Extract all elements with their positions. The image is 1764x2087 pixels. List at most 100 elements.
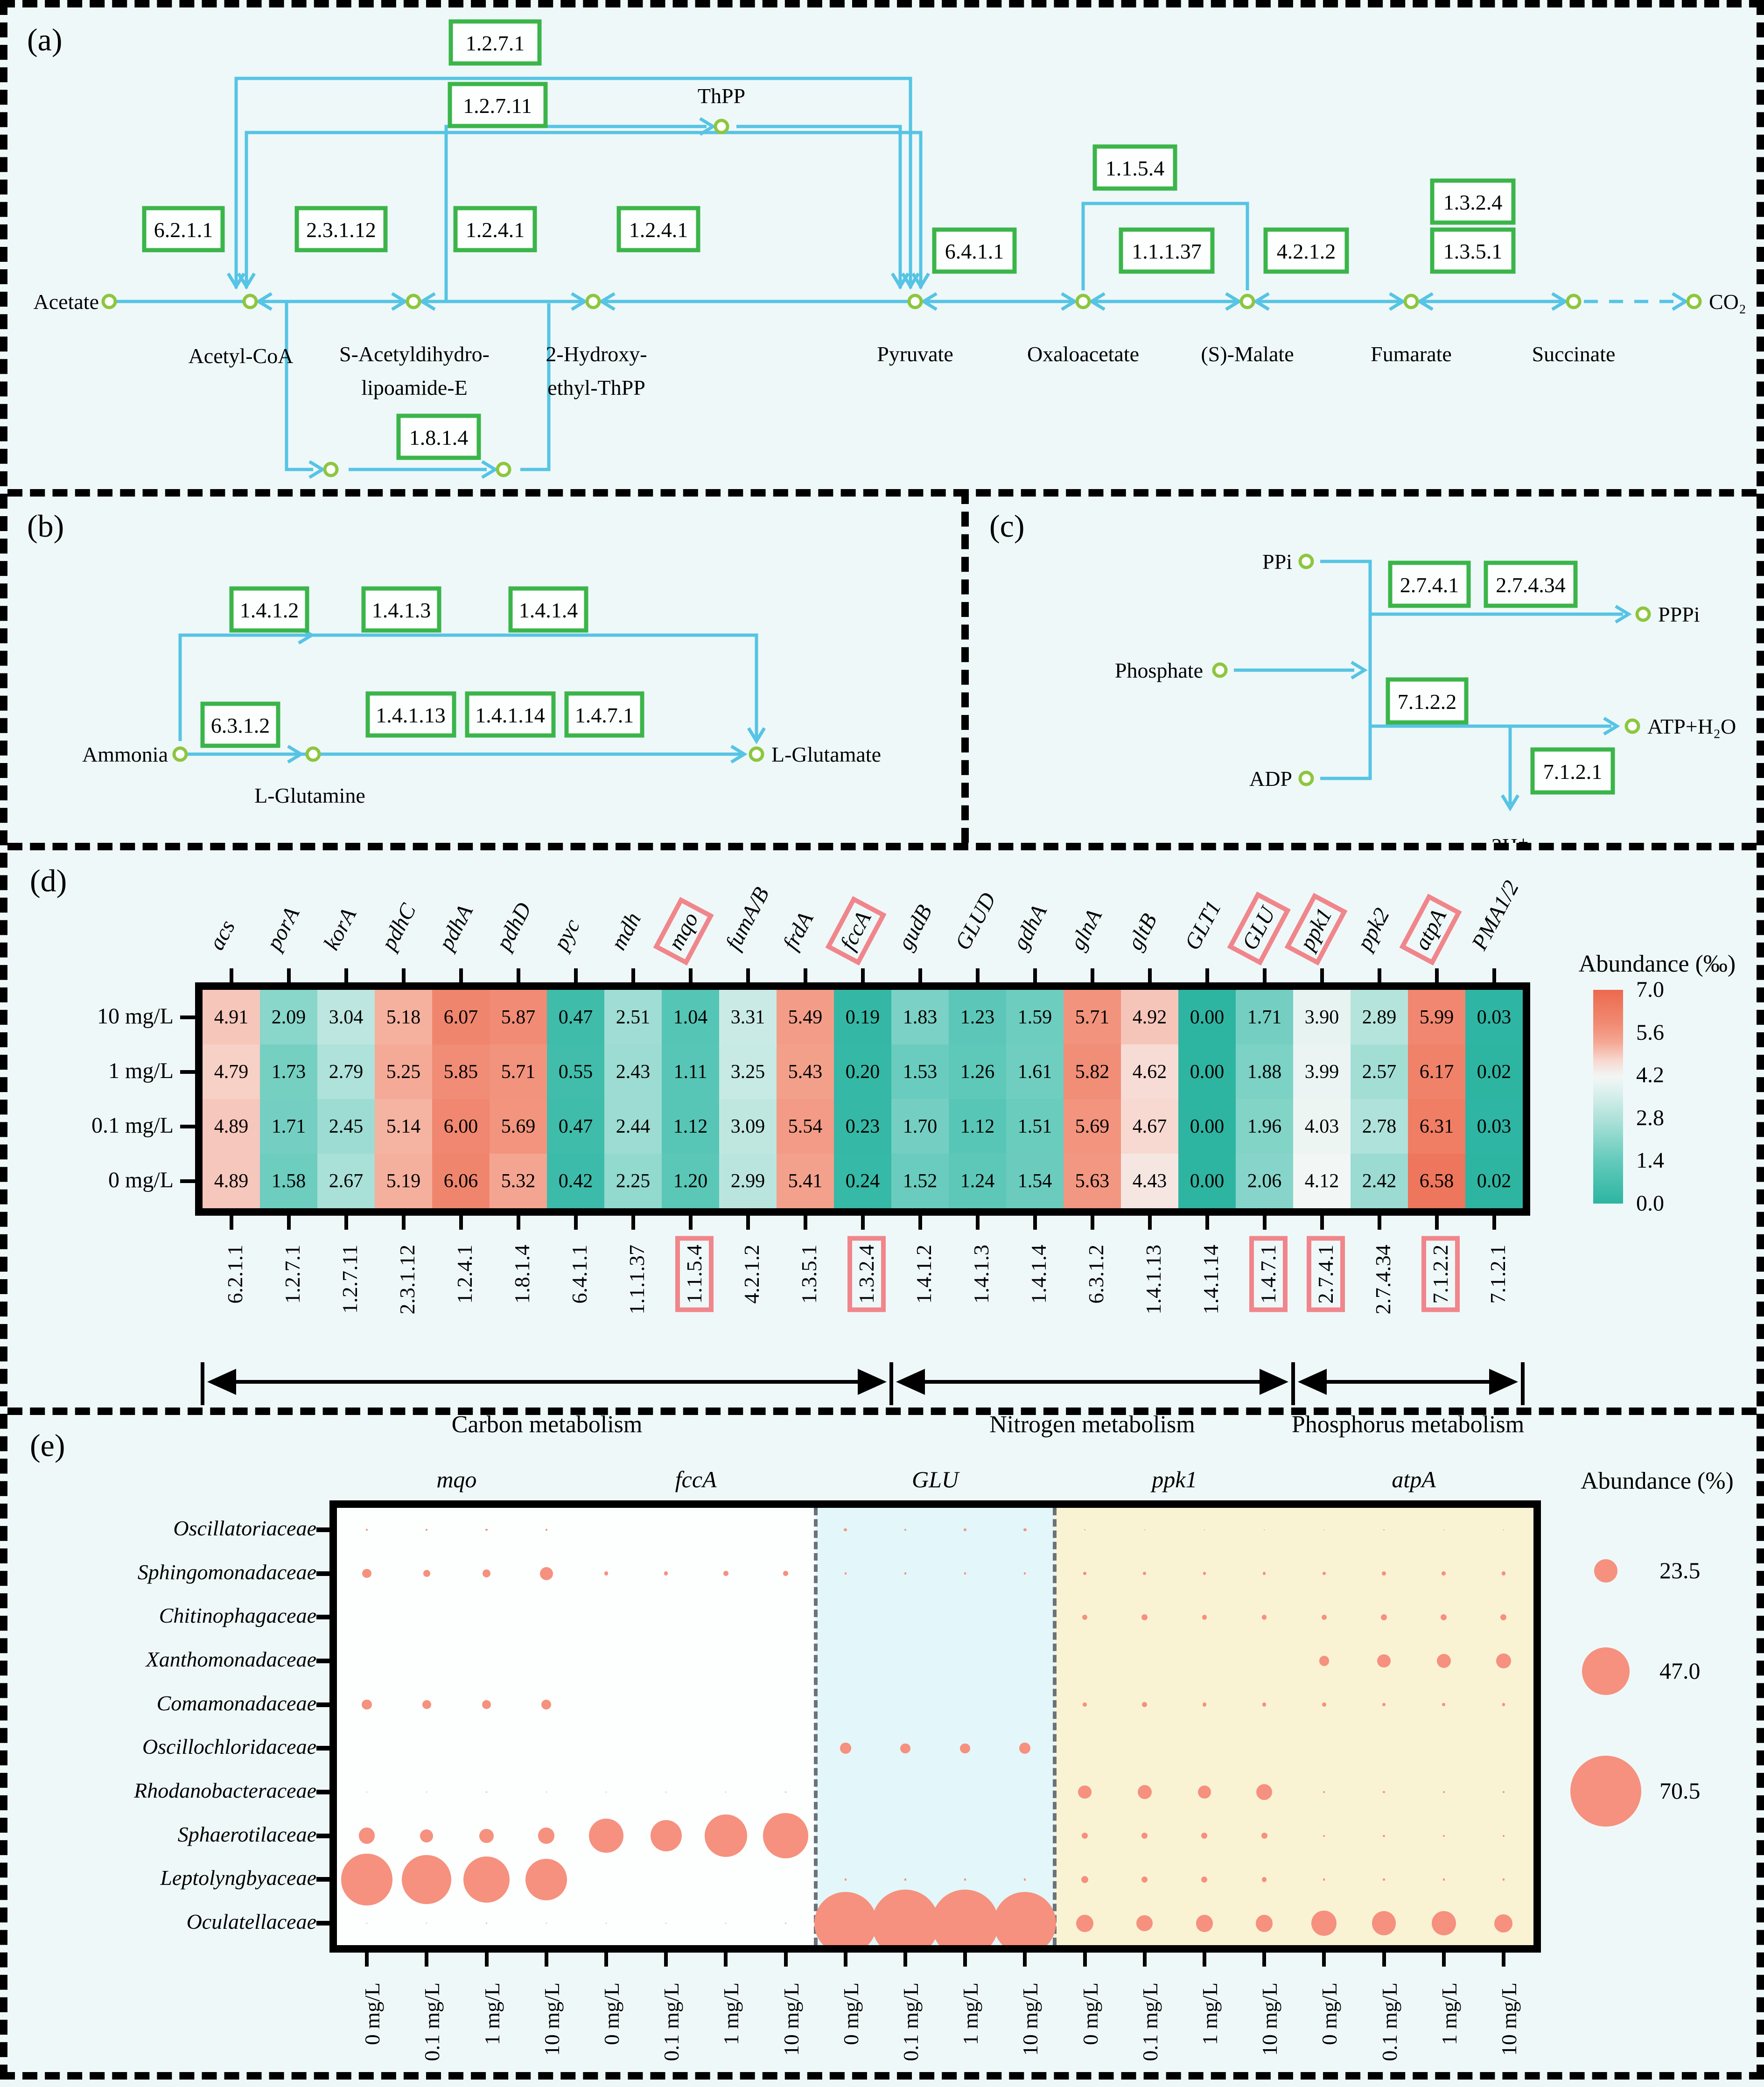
abundance-bubble (485, 1528, 488, 1531)
heatmap-row-label: 1 mg/L (108, 1058, 174, 1083)
heatmap-cell: 6.17 (1408, 1044, 1465, 1099)
family-label: Rhodanobacteraceae (134, 1779, 316, 1803)
xaxis-label: 0 mg/L (360, 1982, 385, 2045)
enzyme-box (564, 691, 644, 738)
heatmap-top-tick (861, 968, 865, 982)
heatmap-cell: 0.23 (834, 1099, 891, 1154)
metabolite-label: lipoamide-E (361, 376, 467, 399)
abundance-bubble (963, 1528, 967, 1532)
abundance-bubble (539, 1567, 553, 1580)
abundance-bubble (1136, 1915, 1153, 1932)
panel-d-label: (d) (30, 863, 67, 898)
heatmap-cell: 1.04 (662, 990, 719, 1044)
abundance-bubble (1372, 1911, 1396, 1936)
abundance-bubble (546, 1923, 547, 1924)
heatmap-cell: 5.69 (1064, 1099, 1121, 1154)
panel-d-heatmap: 4.91 2.09 3.04 5.18 6.07 5.87 0.47 2.51 1.04 3.31… (7, 7, 1764, 2087)
gene-group-label: mqo (436, 1466, 477, 1492)
abundance-bubble (1321, 1614, 1327, 1620)
heatmap-cell: 0.02 (1465, 1154, 1523, 1208)
arrowhead (419, 292, 436, 311)
xaxis-label: 10 mg/L (1018, 1982, 1043, 2056)
heatmap-cell: 5.54 (777, 1099, 834, 1154)
family-label: Leptolyngbyaceae (160, 1866, 316, 1890)
abundance-bubble (1078, 1786, 1092, 1799)
heatmap-cell: 3.09 (719, 1099, 777, 1154)
heatmap-cell: 3.31 (719, 990, 777, 1044)
arrowhead (891, 273, 910, 290)
abundance-bubble (1141, 1833, 1148, 1839)
heatmap-cell: 2.45 (317, 1099, 375, 1154)
metabolite-node (714, 119, 729, 134)
arrowhead (920, 292, 938, 311)
abundance-bubble (665, 1791, 667, 1793)
xaxis-label: 0 mg/L (599, 1982, 623, 2045)
xaxis-label: 0.1 mg/L (420, 1982, 444, 2061)
group-arrow-head-right (858, 1369, 887, 1395)
abundance-bubble (362, 1699, 372, 1710)
heatmap-left-tick (180, 1124, 195, 1128)
abundance-bubble (964, 1572, 966, 1575)
abundance-bubble (1319, 1656, 1330, 1666)
enzyme-ec: 1.4.1.3 (372, 598, 431, 622)
heatmap-cell: 1.12 (949, 1099, 1006, 1154)
enzyme-ec: 1.4.7.1 (575, 703, 634, 727)
enzyme-ec: 1.3.2.4 (1443, 190, 1503, 214)
heatmap-cell: 5.63 (1064, 1154, 1121, 1208)
metabolite-label: L-Glutamate (771, 742, 881, 766)
bubble-left-tick (316, 1921, 329, 1926)
metabolite-node (1212, 662, 1228, 678)
abundance-bubble (1502, 1878, 1505, 1881)
legend-size-label: 23.5 (1659, 1557, 1701, 1583)
abundance-bubble (1201, 1876, 1208, 1883)
metabolite-node (1239, 294, 1255, 309)
arrowhead (1615, 605, 1632, 623)
abundance-bubble (723, 1571, 728, 1576)
heatmap-top-tick (574, 968, 578, 982)
heatmap-cell: 0.00 (1178, 1154, 1236, 1208)
heatmap-cell: 1.71 (260, 1099, 317, 1154)
heatmap-top-tick (918, 968, 922, 982)
enzyme-ec: 6.4.1.1 (945, 239, 1004, 263)
abundance-bubble (1143, 1572, 1146, 1575)
abundance-bubble (1383, 1791, 1385, 1793)
heatmap-left-tick (180, 1015, 195, 1019)
enzyme-ec: 1.8.1.4 (409, 426, 469, 449)
panel-b-label: (b) (27, 508, 64, 544)
xaxis-label: 0.1 mg/L (898, 1982, 923, 2061)
heatmap-cell: 5.18 (375, 990, 432, 1044)
enzyme-ec: 1.2.4.1 (629, 218, 688, 242)
enzyme-ec: 2.7.4.34 (1496, 573, 1566, 597)
metabolite-label: Pyruvate (877, 342, 953, 366)
bubble-bottom-tick (664, 1953, 668, 1967)
abundance-bubble (1431, 1911, 1456, 1936)
abundance-bubble (1082, 1614, 1087, 1620)
abundance-bubble (1383, 1878, 1385, 1881)
enzyme-box (1484, 560, 1578, 608)
abundance-bubble (426, 1528, 428, 1531)
heatmap-cell: 0.47 (547, 1099, 604, 1154)
xaxis-label: 0 mg/L (1317, 1982, 1342, 2045)
abundance-bubble (482, 1569, 491, 1578)
heatmap-cell: 0.55 (547, 1044, 604, 1099)
heatmap-cell: 3.90 (1293, 990, 1351, 1044)
arrowhead (571, 292, 588, 311)
abundance-bubble (763, 1813, 809, 1859)
heatmap-cell: 5.32 (490, 1154, 547, 1208)
abundance-bubble (904, 1878, 907, 1881)
gene-group-label: atpA (1392, 1466, 1436, 1492)
abundance-bubble (541, 1699, 552, 1710)
abundance-bubble (785, 1791, 786, 1793)
heatmap-cell: 4.91 (203, 990, 260, 1044)
arrowhead (1416, 292, 1434, 311)
heatmap-bottom-tick (287, 1216, 291, 1230)
xaxis-label: 1 mg/L (1437, 1982, 1461, 2045)
abundance-bubble (1383, 1529, 1385, 1530)
heatmap-cell: 5.82 (1064, 1044, 1121, 1099)
abundance-bubble (1377, 1654, 1391, 1667)
abundance-bubble (1496, 1653, 1512, 1669)
heatmap-cell: 0.00 (1178, 1099, 1236, 1154)
family-label: Oscillatoriaceae (173, 1516, 316, 1540)
bubble-left-tick (316, 1833, 329, 1838)
panel-a-label: (a) (27, 22, 63, 57)
